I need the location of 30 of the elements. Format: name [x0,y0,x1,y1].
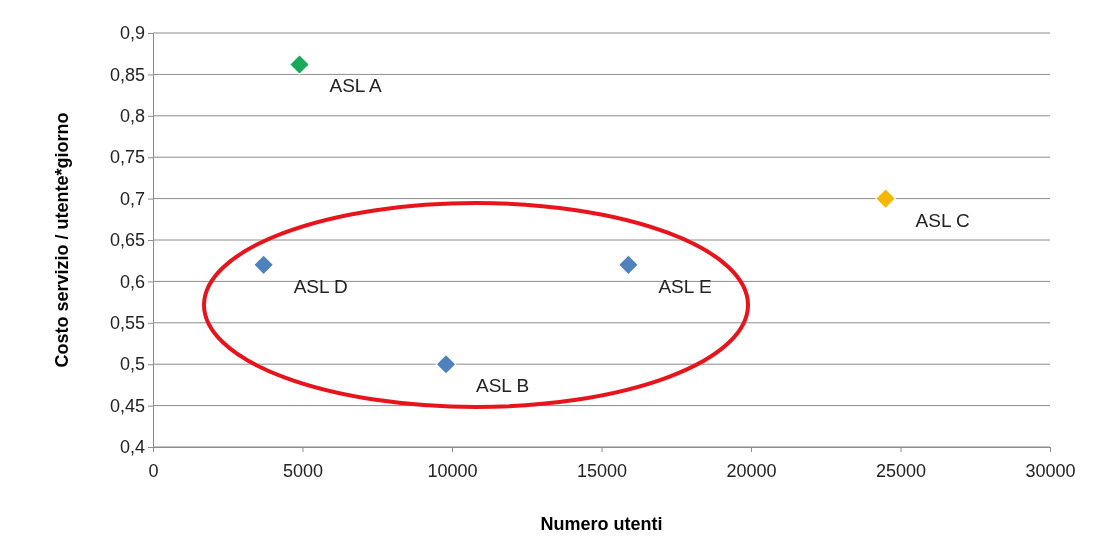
point [289,54,310,75]
point [618,254,639,276]
annotation: ASL D [293,275,348,297]
x-tick-label: 0 [148,460,159,481]
point [435,353,457,375]
y-tick-label: 0,7 [119,188,145,209]
y-tick-label: 0,6 [119,271,145,292]
y-tick-label: 0,55 [109,313,145,334]
y-tick-label: 0,75 [109,147,145,168]
annotation: ASL A [329,75,382,97]
x-tick-label: 25000 [875,460,927,481]
y-tick-label: 0,5 [119,354,145,375]
x-tick-label: 15000 [576,460,628,481]
y-tick-label: 0,65 [109,230,145,251]
point [253,254,274,276]
x-tick-label: 30000 [1025,460,1076,481]
point [875,188,896,209]
x-tick-label: 10000 [427,460,478,481]
x-axis-title: Numero utenti [540,514,663,534]
y-axis-title: Costo servizio / utente*giorno [52,112,72,368]
y-tick-label: 0,45 [109,395,145,416]
y-tick-label: 0,9 [119,23,145,44]
annotation: ASL B [476,375,530,397]
y-tick-label: 0,85 [109,64,145,85]
x-tick-label: 5000 [282,460,324,481]
x-tick-label: 20000 [726,460,777,481]
y-tick-label: 0,4 [119,437,145,458]
annotation: ASL E [658,275,712,297]
annotation: ASL C [915,209,970,231]
y-tick-label: 0,8 [119,106,145,127]
